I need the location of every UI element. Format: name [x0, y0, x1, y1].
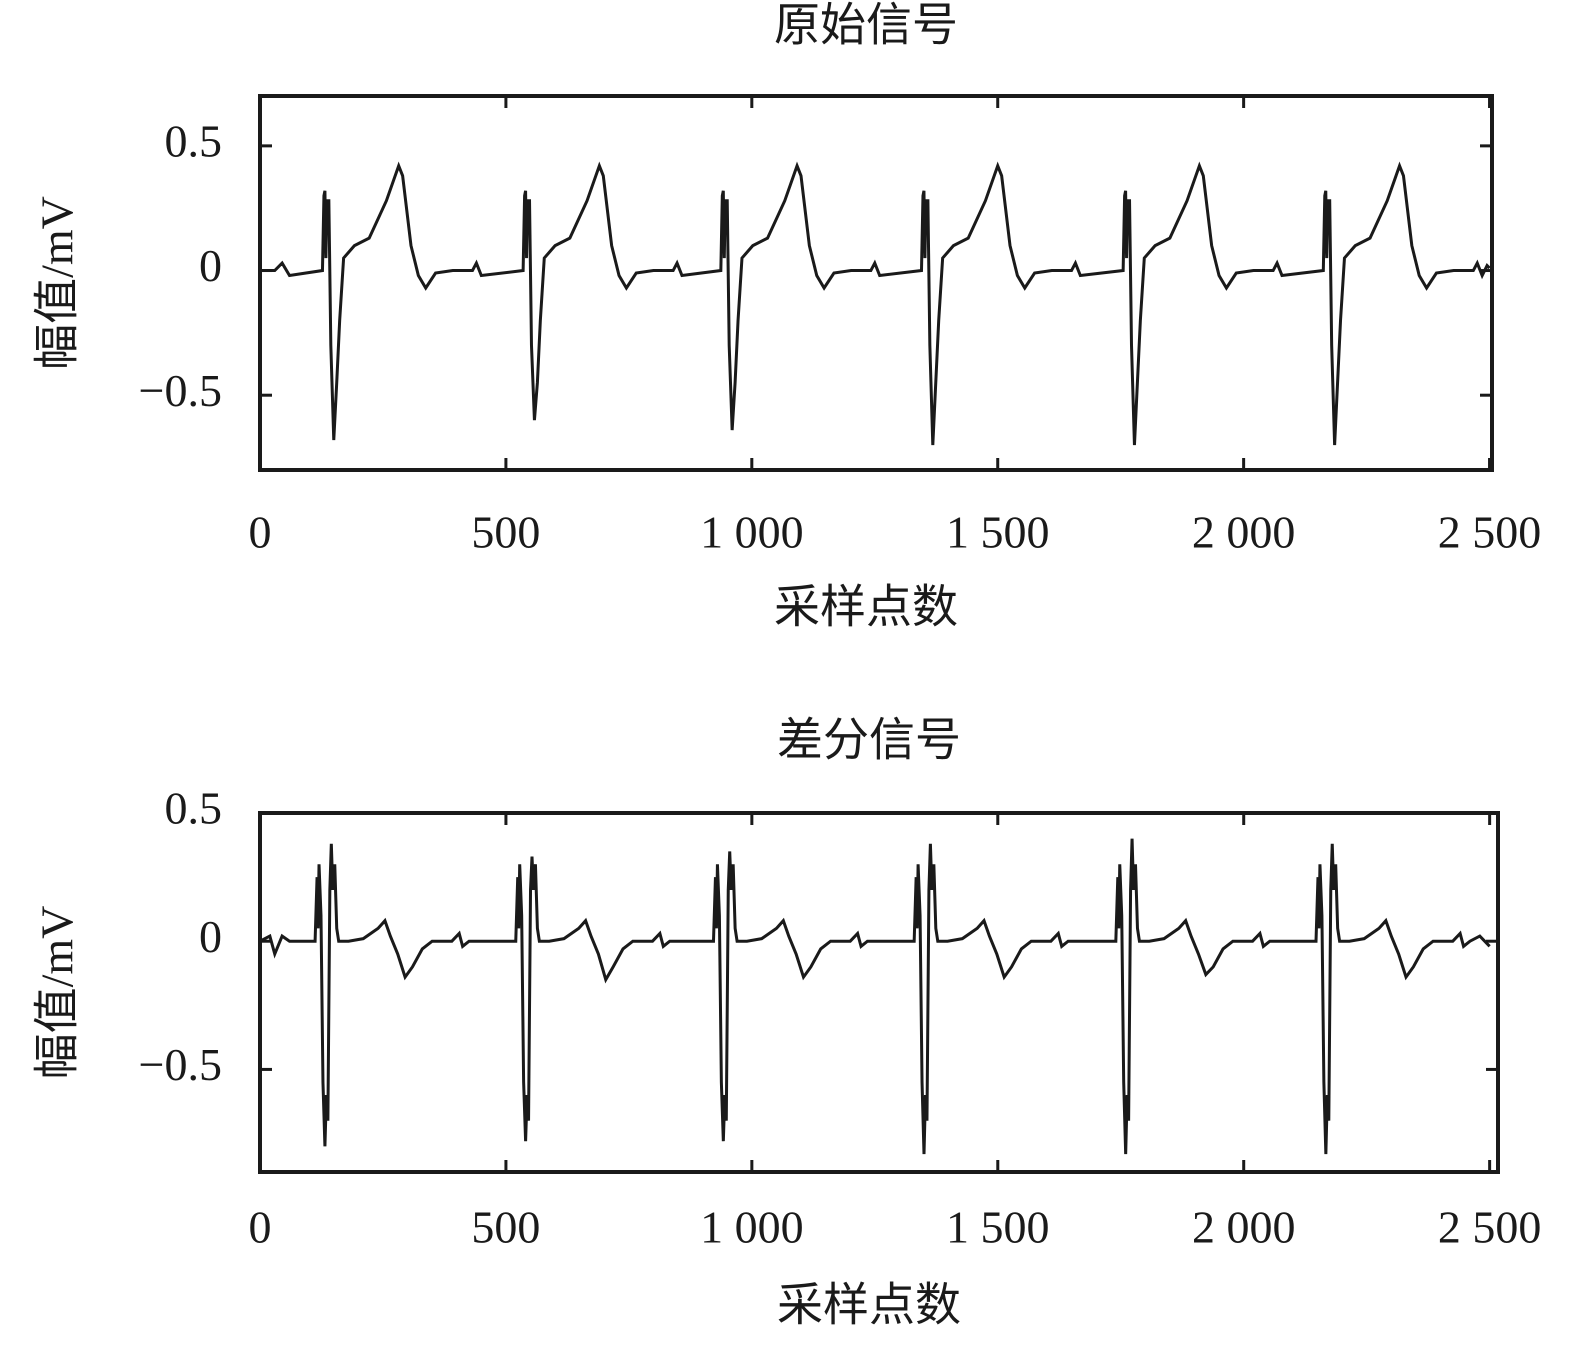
plot-frame — [258, 811, 1500, 1174]
x-tick-label: 2 500 — [1438, 507, 1542, 558]
plot-frame — [258, 94, 1494, 472]
x-tick-label: 1 000 — [700, 1202, 804, 1253]
x-tick-label: 1 500 — [946, 1202, 1050, 1253]
y-tick-label: 0.5 — [165, 783, 223, 834]
x-tick-label: 0 — [249, 1202, 272, 1253]
x-tick-label: 2 000 — [1192, 507, 1296, 558]
y-tick-label: 0.5 — [165, 115, 223, 166]
x-tick-label: 500 — [471, 507, 540, 558]
y-tick-label: 0 — [199, 240, 222, 291]
y-tick-label: −0.5 — [139, 365, 222, 416]
x-tick-label: 1 500 — [946, 507, 1050, 558]
x-tick-label: 1 000 — [700, 507, 804, 558]
y-axis-label: 幅值/mV — [32, 196, 83, 370]
x-tick-label: 500 — [471, 1202, 540, 1253]
chart-title: 差分信号 — [777, 715, 961, 766]
signal-line — [260, 161, 1491, 446]
x-tick-label: 0 — [249, 507, 272, 558]
x-axis-label: 采样点数 — [777, 1280, 961, 1331]
y-tick-label: 0 — [199, 911, 222, 962]
signal-line — [259, 838, 1491, 1155]
y-axis-label: 幅值/mV — [32, 906, 83, 1080]
x-tick-label: 2 500 — [1438, 1202, 1542, 1253]
x-axis-label: 采样点数 — [774, 582, 958, 633]
x-tick-label: 2 000 — [1192, 1202, 1296, 1253]
y-tick-label: −0.5 — [139, 1039, 222, 1090]
chart-title: 原始信号 — [774, 0, 958, 51]
